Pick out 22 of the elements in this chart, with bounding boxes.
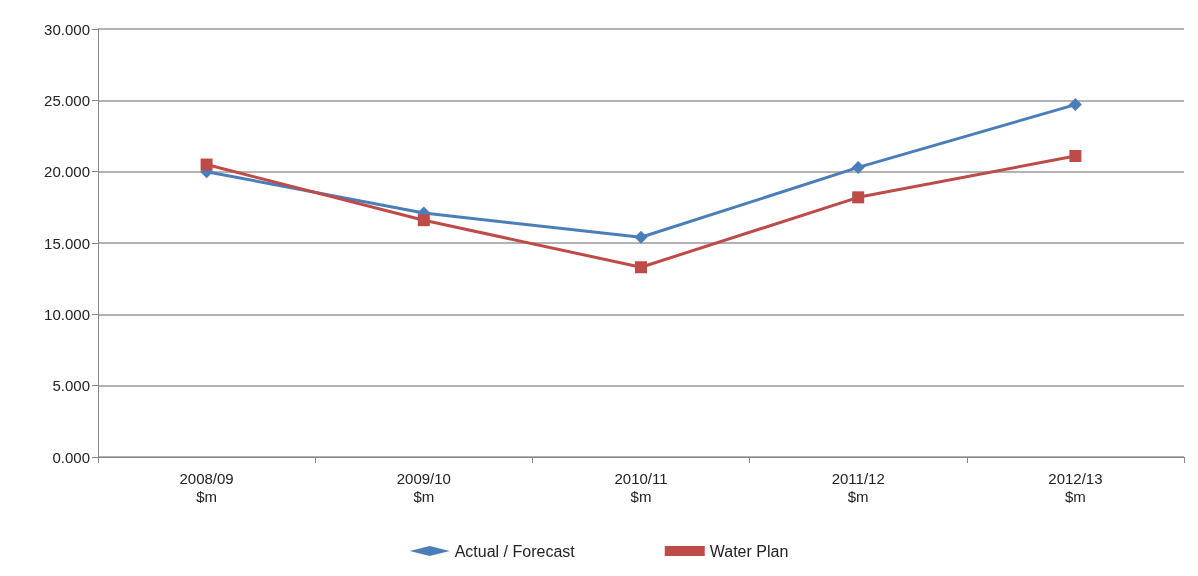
point xyxy=(852,191,865,204)
x-tick-label: 2008/09 $m xyxy=(179,469,234,505)
y-tick-label: 15.000 xyxy=(44,234,90,252)
x-tick-label: 2009/10 $m xyxy=(396,469,451,505)
point xyxy=(851,160,865,174)
y-tick-label: 25.000 xyxy=(44,91,90,109)
y-tick-label: 5.000 xyxy=(52,377,90,395)
x-tick-label: 2011/12 $m xyxy=(831,469,885,505)
legend-label: Actual / Forecast xyxy=(454,542,576,560)
legend-label: Water Plan xyxy=(709,542,789,560)
point xyxy=(634,230,648,244)
x-tick-label: 2012/13 $m xyxy=(1048,469,1103,505)
point xyxy=(635,261,647,274)
y-tick-label: 10.000 xyxy=(44,305,90,323)
point xyxy=(200,158,213,171)
y-tick-label: 30.000 xyxy=(44,20,90,38)
y-tick-label: 20.000 xyxy=(44,163,90,181)
point xyxy=(417,214,430,227)
point xyxy=(1068,98,1082,112)
y-tick-label: 0.000 xyxy=(52,448,90,466)
point xyxy=(1069,149,1082,162)
x-tick-label: 2010/11 $m xyxy=(614,469,668,505)
